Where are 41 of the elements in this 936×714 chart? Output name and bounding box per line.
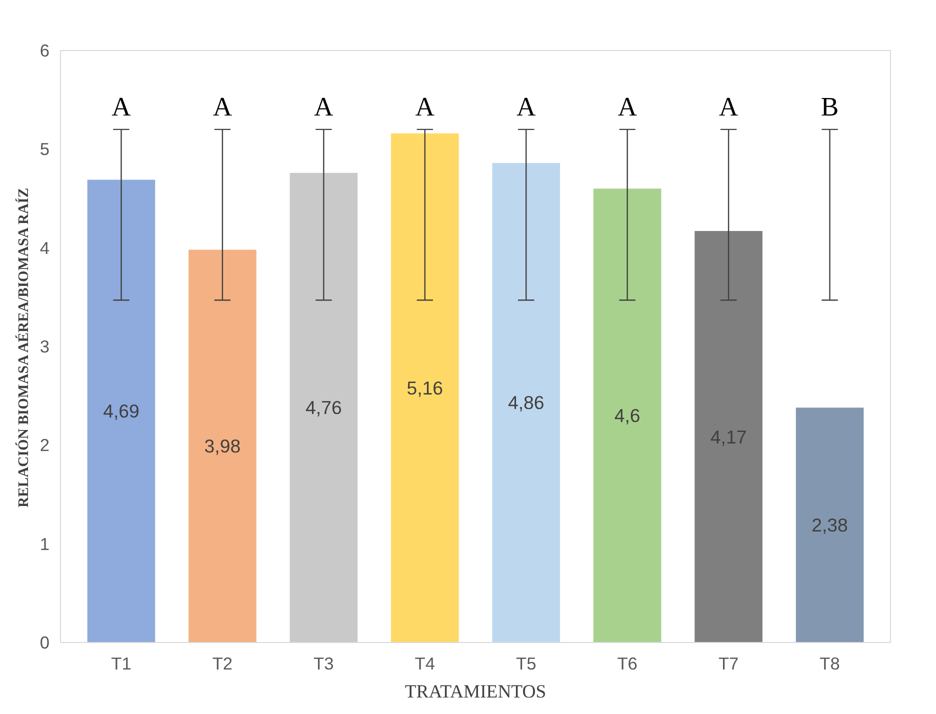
bar xyxy=(290,172,358,642)
x-tick-label: T4 xyxy=(414,654,436,674)
data-label: 5,16 xyxy=(406,377,444,398)
x-axis-title: TRATAMIENTOS xyxy=(404,682,546,702)
y-axis-title: RELACIÓN BIOMASA AÉREA/BIOMASA RAÍZ xyxy=(14,188,32,508)
bar xyxy=(593,188,662,642)
y-tick-label: 6 xyxy=(40,40,50,60)
y-tick-label: 3 xyxy=(40,336,50,356)
y-tick-label: 1 xyxy=(40,534,50,554)
y-tick-label: 0 xyxy=(40,632,50,652)
bar xyxy=(87,180,156,642)
annotation: A xyxy=(112,91,132,122)
data-label: 3,98 xyxy=(204,436,241,457)
annotation: B xyxy=(820,91,839,122)
data-label: 4,6 xyxy=(614,405,640,426)
annotation: A xyxy=(212,91,233,122)
bar xyxy=(188,250,256,642)
y-tick-label: 4 xyxy=(40,238,50,258)
annotation: A xyxy=(718,91,739,122)
bar xyxy=(390,133,459,642)
annotation: A xyxy=(415,91,436,122)
annotation: A xyxy=(516,91,536,122)
bar xyxy=(796,408,864,642)
data-label: 4,86 xyxy=(508,392,544,414)
x-tick-label: T2 xyxy=(212,654,233,674)
bar xyxy=(492,162,560,642)
data-label: 4,69 xyxy=(103,400,140,422)
x-tick-label: T1 xyxy=(111,654,132,674)
x-tick-label: T8 xyxy=(820,654,840,674)
y-tick-label: 5 xyxy=(40,139,50,160)
x-tick-label: T7 xyxy=(718,654,739,674)
x-tick-label: T6 xyxy=(617,654,638,674)
data-label: 4,76 xyxy=(306,397,342,418)
annotation: A xyxy=(618,91,638,122)
annotation: A xyxy=(314,91,334,122)
bar xyxy=(694,231,762,642)
data-label: 2,38 xyxy=(812,514,848,536)
x-tick-label: T3 xyxy=(314,654,334,674)
y-tick-label: 2 xyxy=(40,435,50,456)
data-label: 4,17 xyxy=(710,426,747,448)
x-tick-label: T5 xyxy=(516,654,536,674)
